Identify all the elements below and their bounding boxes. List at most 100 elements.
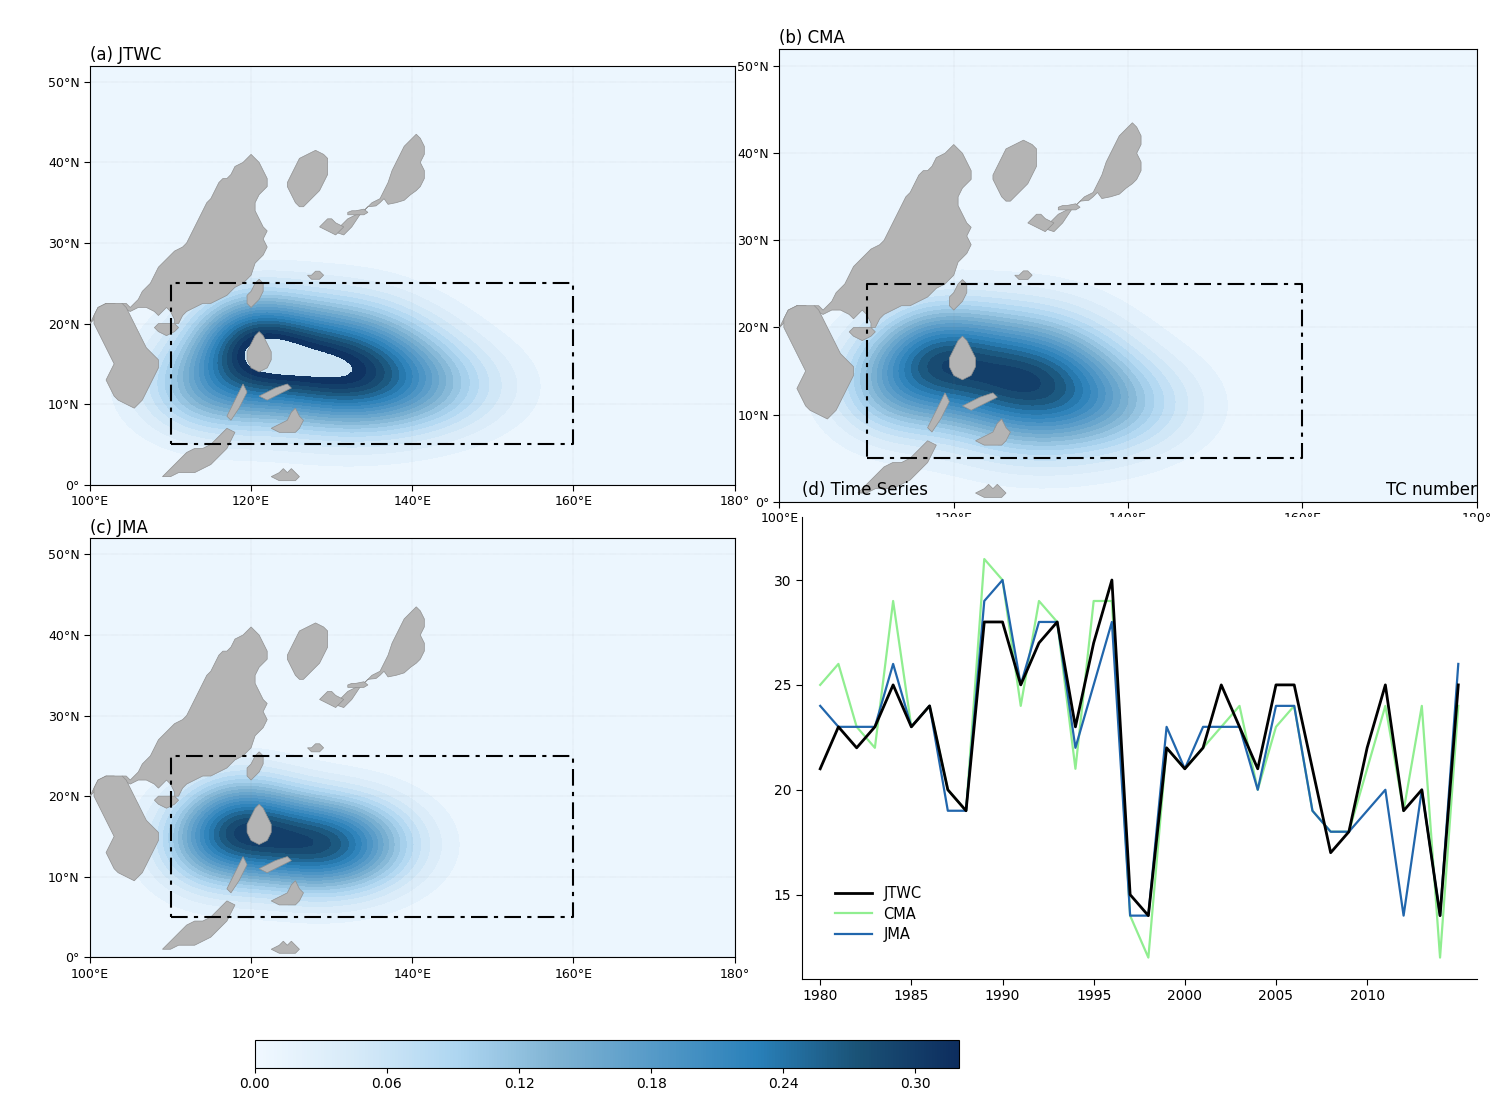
CMA (1285, 699, 1303, 713)
CMA (1175, 762, 1193, 775)
JTWC (1085, 636, 1103, 649)
JMA (1030, 615, 1048, 628)
CMA (1195, 741, 1213, 754)
JTWC (920, 699, 938, 713)
Polygon shape (247, 804, 271, 844)
CMA (847, 721, 865, 734)
JMA (1432, 909, 1450, 922)
Polygon shape (1028, 215, 1054, 231)
JMA (1048, 615, 1066, 628)
Polygon shape (271, 881, 303, 905)
JTWC (1304, 762, 1322, 775)
CMA (1432, 951, 1450, 964)
JTWC (1231, 721, 1249, 734)
JMA (1267, 699, 1285, 713)
JTWC (1103, 574, 1121, 587)
JMA (1450, 657, 1468, 671)
CMA (811, 678, 829, 692)
CMA (956, 804, 974, 817)
Polygon shape (259, 384, 291, 400)
Polygon shape (348, 682, 367, 687)
JMA (884, 657, 902, 671)
CMA (1340, 825, 1358, 838)
Polygon shape (162, 428, 235, 477)
JTWC (1267, 678, 1285, 692)
JMA (829, 721, 847, 734)
JMA (1231, 721, 1249, 734)
JMA (1066, 741, 1084, 754)
JTWC (1322, 846, 1340, 860)
Line: JTWC: JTWC (820, 580, 1459, 915)
Polygon shape (962, 393, 997, 410)
JMA (1195, 721, 1213, 734)
JTWC (1012, 678, 1030, 692)
Polygon shape (949, 279, 967, 310)
JTWC (1175, 762, 1193, 775)
JTWC (902, 721, 920, 734)
JMA (1139, 909, 1157, 922)
CMA (1414, 699, 1432, 713)
JTWC (1195, 741, 1213, 754)
Polygon shape (928, 393, 949, 433)
CMA (994, 574, 1012, 587)
CMA (1139, 951, 1157, 964)
Polygon shape (154, 796, 178, 808)
CMA (1048, 615, 1066, 628)
JTWC (976, 615, 994, 628)
JTWC (1450, 678, 1468, 692)
JTWC (1358, 741, 1376, 754)
Polygon shape (848, 328, 875, 340)
JTWC (1414, 783, 1432, 796)
JTWC (847, 741, 865, 754)
CMA (1066, 762, 1084, 775)
JTWC (1213, 678, 1231, 692)
JMA (902, 721, 920, 734)
Polygon shape (94, 776, 159, 881)
Polygon shape (331, 607, 424, 707)
Polygon shape (348, 209, 367, 215)
CMA (1121, 909, 1139, 922)
JMA (1103, 615, 1121, 628)
Polygon shape (90, 155, 267, 324)
JTWC (1394, 804, 1412, 817)
JTWC (884, 678, 902, 692)
JMA (976, 594, 994, 607)
JTWC (829, 721, 847, 734)
Polygon shape (288, 150, 328, 207)
Text: (b) CMA: (b) CMA (779, 29, 845, 47)
CMA (1157, 741, 1175, 754)
JMA (811, 699, 829, 713)
Polygon shape (162, 901, 235, 950)
Polygon shape (90, 627, 267, 796)
JMA (1121, 909, 1139, 922)
CMA (1030, 594, 1048, 607)
JTWC (956, 804, 974, 817)
JTWC (1048, 615, 1066, 628)
JMA (1394, 909, 1412, 922)
JTWC (1340, 825, 1358, 838)
JTWC (1376, 678, 1394, 692)
JMA (866, 721, 884, 734)
Polygon shape (288, 623, 328, 679)
JTWC (938, 783, 956, 796)
Polygon shape (976, 485, 1006, 497)
Polygon shape (307, 271, 324, 279)
CMA (920, 699, 938, 713)
Polygon shape (779, 145, 971, 328)
Polygon shape (857, 440, 937, 493)
Polygon shape (94, 304, 159, 408)
Polygon shape (331, 135, 424, 235)
Polygon shape (976, 419, 1010, 445)
JMA (1304, 804, 1322, 817)
CMA (1249, 783, 1267, 796)
JTWC (1285, 678, 1303, 692)
CMA (938, 783, 956, 796)
Polygon shape (271, 468, 300, 480)
Text: (a) JTWC: (a) JTWC (90, 47, 162, 64)
JMA (1414, 783, 1432, 796)
Polygon shape (154, 324, 178, 336)
JTWC (1066, 721, 1084, 734)
CMA (884, 594, 902, 607)
JTWC (1030, 636, 1048, 649)
CMA (1231, 699, 1249, 713)
